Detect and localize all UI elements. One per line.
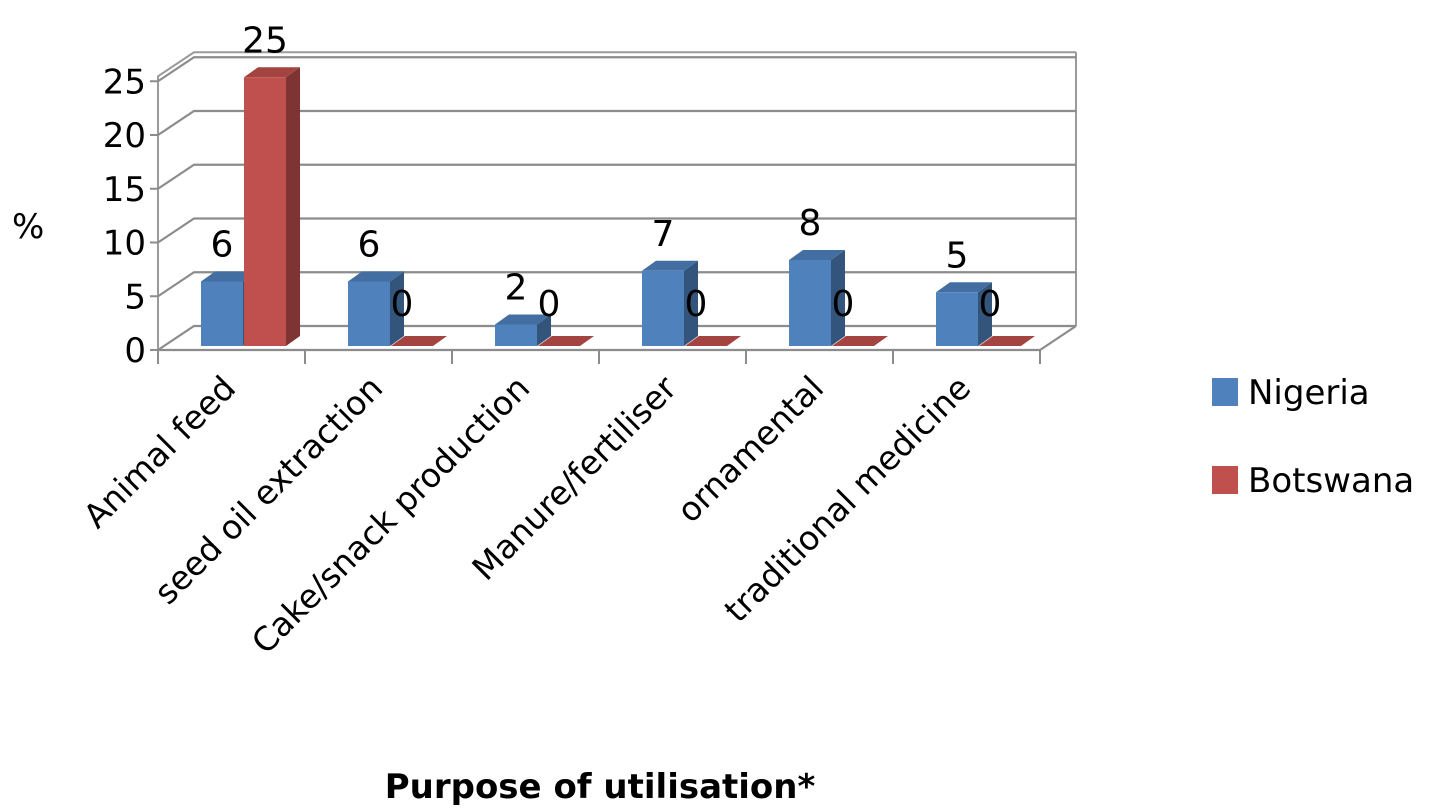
y-tick-label: 5 bbox=[124, 277, 146, 317]
legend-label: Botswana bbox=[1248, 461, 1414, 501]
data-label: 0 bbox=[391, 284, 414, 325]
gridline bbox=[157, 56, 1076, 83]
axes bbox=[150, 80, 1077, 364]
x-tick-label: traditional medicine bbox=[717, 368, 979, 630]
bar-botswana-3 bbox=[538, 336, 594, 346]
legend-label: Nigeria bbox=[1248, 373, 1370, 413]
gridline bbox=[157, 217, 1076, 244]
legend-swatch bbox=[1212, 378, 1238, 406]
gridlines bbox=[157, 56, 1076, 351]
data-label: 0 bbox=[832, 284, 855, 325]
bar-nigeria-5 bbox=[789, 250, 845, 346]
y-tick-label: 15 bbox=[103, 170, 146, 210]
legend-swatch bbox=[1212, 466, 1238, 494]
bar-botswana-1 bbox=[244, 67, 300, 346]
gridline bbox=[157, 163, 1076, 190]
gridline bbox=[157, 324, 1076, 351]
data-label: 8 bbox=[799, 203, 822, 244]
data-label: 0 bbox=[538, 284, 561, 325]
y-tick-label: 25 bbox=[103, 62, 146, 102]
y-axis-title: % bbox=[12, 207, 44, 247]
y-tick-label: 20 bbox=[103, 116, 146, 156]
x-tick-label: ornamental bbox=[669, 368, 831, 530]
legend: Nigeria Botswana bbox=[1212, 373, 1414, 501]
gridline bbox=[157, 109, 1076, 136]
y-tick-label: 10 bbox=[103, 224, 146, 264]
data-labels: 6 6 2 7 8 5 25 0 0 0 0 0 bbox=[211, 20, 1002, 325]
data-label: 6 bbox=[211, 225, 234, 266]
y-tick-label: 0 bbox=[124, 331, 146, 371]
data-label: 0 bbox=[685, 284, 708, 325]
bar-nigeria-4 bbox=[642, 260, 698, 346]
chart-walls bbox=[157, 51, 1077, 350]
bar-botswana-4 bbox=[685, 336, 741, 346]
data-label: 2 bbox=[505, 268, 528, 309]
data-label: 25 bbox=[242, 20, 288, 61]
data-label: 6 bbox=[358, 225, 381, 266]
bar-nigeria-2 bbox=[348, 271, 404, 346]
x-tick-label: Cake/snack production bbox=[244, 368, 537, 661]
y-tick-labels: 0 5 10 15 20 25 bbox=[103, 62, 146, 371]
bar-nigeria-3 bbox=[495, 314, 551, 346]
data-label: 0 bbox=[979, 284, 1002, 325]
gridline bbox=[157, 271, 1076, 298]
data-label: 5 bbox=[946, 235, 969, 276]
bar-botswana-6 bbox=[979, 336, 1035, 346]
x-tick-label: Animal feed bbox=[76, 368, 243, 535]
data-label: 7 bbox=[652, 214, 675, 255]
legend-item-nigeria: Nigeria bbox=[1212, 373, 1370, 413]
bar-botswana-2 bbox=[391, 336, 447, 346]
bar-botswana-5 bbox=[832, 336, 888, 346]
bars bbox=[201, 67, 1035, 346]
bar-nigeria-6 bbox=[936, 282, 992, 346]
legend-item-botswana: Botswana bbox=[1212, 461, 1414, 501]
x-axis-title: Purpose of utilisation* bbox=[385, 767, 816, 807]
